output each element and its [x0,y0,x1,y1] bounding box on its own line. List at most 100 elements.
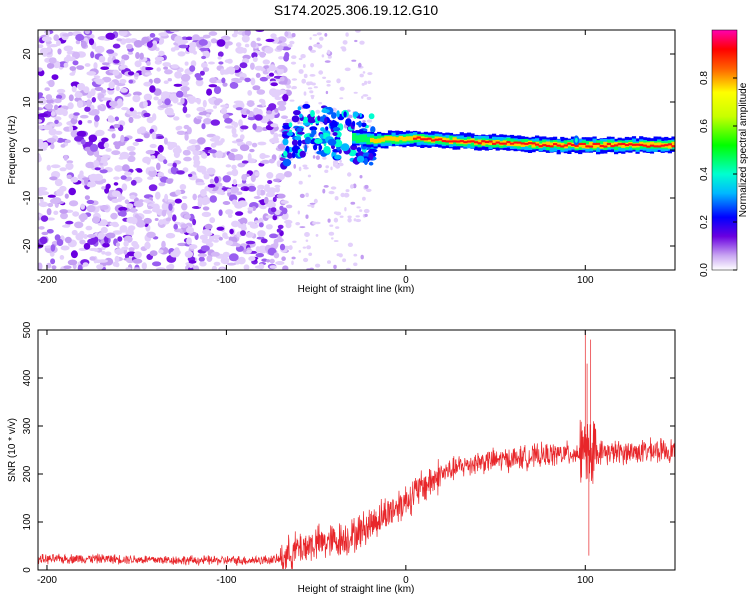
noise-blob [269,234,278,239]
noise-blob [277,101,286,107]
noise-blob [49,176,57,180]
signal-blob [357,156,364,163]
noise-blob [207,255,213,262]
noise-blob [240,144,249,151]
noise-blob [130,207,136,212]
noise-blob [284,31,288,37]
noise-blob [68,32,74,36]
signal-blob [357,147,362,152]
y-tick-label: 20 [22,48,33,60]
noise-blob [226,164,232,167]
noise-blob [46,94,52,100]
noise-blob [84,177,88,185]
noise-blob [146,61,151,66]
x-tick-label: -100 [216,575,236,586]
noise-blob [60,255,65,260]
noise-speck [291,55,296,59]
noise-blob [80,204,85,210]
ridge-segment [546,145,550,147]
noise-blob [277,194,286,199]
noise-speck [317,32,322,35]
noise-blob [109,81,115,89]
noise-blob [157,99,162,105]
noise-blob [94,248,99,252]
noise-speck [343,40,348,45]
noise-speck [289,41,294,45]
noise-blob [150,250,158,256]
ridge-segment [460,140,464,142]
noise-blob [203,206,210,210]
signal-blob [282,125,289,129]
noise-blob [34,107,43,110]
noise-blob [266,172,273,179]
noise-speck [292,257,296,260]
noise-blob [275,261,284,265]
noise-blob [85,195,90,200]
noise-blob [257,38,261,42]
ridge-segment [646,146,650,148]
noise-blob [171,47,176,52]
noise-blob [92,97,96,103]
ridge-segment [449,140,453,142]
noise-blob [207,168,216,175]
noise-blob [257,142,266,146]
ridge-segment [420,138,424,140]
noise-blob [144,218,152,224]
noise-blob [130,107,134,111]
noise-blob [286,85,291,89]
noise-blob [171,64,179,68]
noise-blob [130,195,136,199]
noise-blob [203,35,211,39]
noise-blob [211,252,220,257]
noise-blob [184,133,188,141]
signal-blob [325,126,328,130]
noise-blob [133,115,142,119]
snr-plot-area [38,330,675,569]
noise-blob [128,52,133,55]
noise-blob [135,139,143,142]
noise-blob [259,222,264,227]
noise-blob [206,114,210,118]
noise-blob [135,52,140,59]
ridge-segment [596,143,600,145]
noise-blob [237,184,244,187]
noise-speck [324,185,329,188]
noise-blob [281,200,289,204]
noise-blob [256,246,261,253]
noise-blob [38,113,48,117]
signal-blob [296,127,302,132]
noise-speck [308,46,312,51]
noise-blob [242,160,249,163]
signal-blob [323,146,330,154]
signal-blob [328,139,337,146]
noise-blob [89,256,95,261]
noise-blob [101,251,105,255]
noise-blob [162,62,171,67]
noise-blob [76,65,84,70]
signal-blob [361,123,367,128]
noise-blob [68,260,78,266]
noise-blob [273,241,278,248]
noise-blob [81,139,86,145]
signal-blob [302,104,310,109]
noise-blob [234,101,244,105]
ridge-segment [470,140,474,142]
noise-blob [270,82,278,86]
noise-blob [111,213,118,220]
noise-blob [232,133,238,137]
signal-blob [334,155,341,160]
ridge-segment [409,136,413,140]
noise-blob [281,115,288,119]
noise-blob [128,225,135,230]
ridge-segment [600,145,604,147]
noise-speck [364,209,370,213]
signal-blob [294,136,301,140]
noise-blob [181,203,187,211]
noise-speck [334,218,338,223]
noise-blob [214,262,221,266]
noise-blob [231,165,236,170]
noise-blob [252,85,260,90]
noise-blob [192,194,197,201]
noise-speck [291,87,293,90]
noise-speck [322,189,325,194]
